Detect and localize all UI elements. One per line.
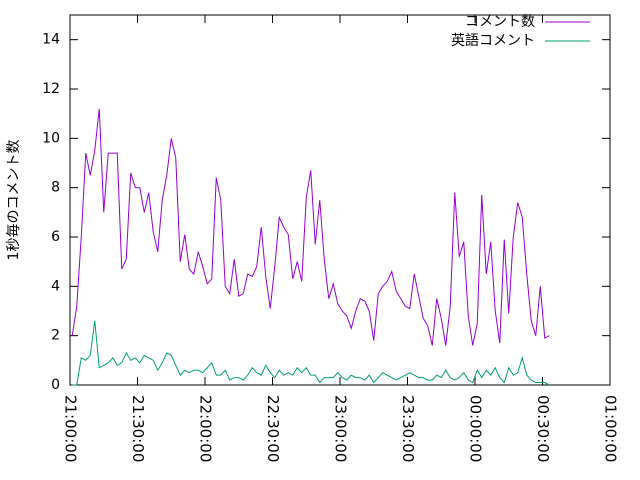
legend-label: 英語コメント	[451, 32, 535, 49]
x-tick-label: 21:30:00	[129, 395, 147, 462]
legend-label: コメント数	[465, 14, 535, 30]
x-tick-label: 01:00:00	[602, 395, 620, 462]
x-tick-label: 23:30:00	[399, 395, 417, 462]
y-tick-label: 6	[51, 229, 60, 245]
series-line	[71, 108, 550, 346]
x-tick-label: 21:00:00	[62, 395, 80, 462]
y-tick-label: 12	[42, 81, 60, 97]
plot-border	[69, 14, 611, 386]
x-tick-label: 23:00:00	[332, 395, 350, 462]
series-line	[72, 320, 550, 386]
x-tick-label: 00:00:00	[467, 395, 485, 462]
y-tick-label: 10	[42, 130, 60, 146]
y-tick-label: 8	[51, 180, 60, 196]
y-tick-label: 4	[51, 278, 60, 294]
y-axis-label: 1秒毎のコメント数	[6, 140, 22, 261]
y-tick-label: 14	[42, 32, 60, 48]
x-tick-label: 22:00:00	[197, 395, 215, 462]
x-tick-label: 22:30:00	[264, 395, 282, 462]
y-tick-label: 0	[51, 377, 60, 393]
y-tick-label: 2	[51, 328, 60, 344]
x-tick-label: 00:30:00	[534, 395, 552, 462]
